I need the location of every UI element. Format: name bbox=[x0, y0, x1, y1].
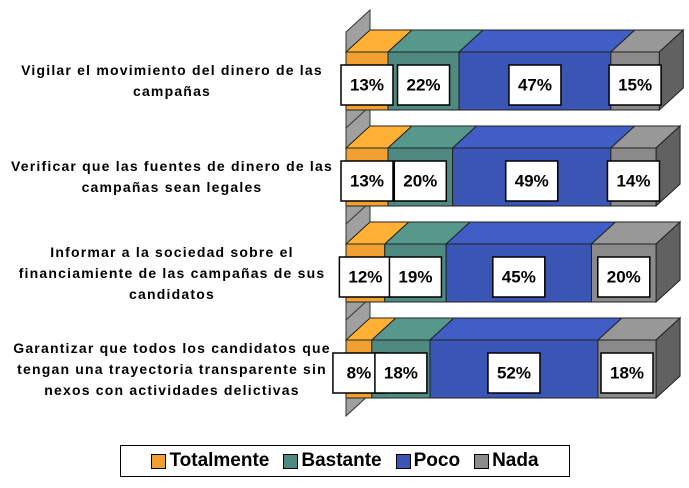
legend-label: Totalmente bbox=[169, 450, 270, 471]
bar-top bbox=[457, 29, 637, 53]
data-label: 14% bbox=[616, 171, 650, 190]
bar-top bbox=[444, 221, 617, 245]
data-label: 12% bbox=[348, 267, 382, 286]
legend-swatch bbox=[395, 453, 411, 469]
legend: Totalmente Bastante Poco Nada bbox=[120, 445, 570, 477]
legend-label: Poco bbox=[413, 450, 461, 471]
legend-swatch bbox=[283, 453, 299, 469]
data-label: 13% bbox=[350, 75, 384, 94]
data-label: 15% bbox=[618, 75, 652, 94]
label-box bbox=[374, 352, 428, 394]
data-label: 18% bbox=[384, 363, 418, 382]
data-label: 52% bbox=[497, 363, 531, 382]
legend-item: Poco bbox=[395, 450, 461, 472]
data-label: 13% bbox=[350, 171, 384, 190]
label-box bbox=[338, 256, 393, 298]
data-label: 20% bbox=[403, 171, 437, 190]
legend-swatch bbox=[151, 453, 167, 469]
label-box bbox=[504, 160, 559, 202]
legend-item: Nada bbox=[474, 450, 539, 472]
category-label: Verificar que las fuentes de dinero de l… bbox=[11, 158, 333, 195]
data-label: 20% bbox=[607, 267, 641, 286]
data-label: 47% bbox=[518, 75, 552, 94]
legend-swatch bbox=[474, 453, 490, 469]
bar-top bbox=[451, 125, 637, 149]
label-box bbox=[393, 160, 448, 202]
category-label: Informar a la sociedad sobre el financia… bbox=[18, 243, 326, 302]
label-box bbox=[340, 64, 394, 106]
legend-label: Bastante bbox=[301, 450, 382, 471]
legend-label: Nada bbox=[492, 450, 539, 471]
label-box bbox=[600, 352, 654, 394]
legend-item: Totalmente bbox=[151, 450, 269, 472]
label-box bbox=[492, 256, 546, 298]
label-box bbox=[340, 160, 394, 202]
chart: 13% 22% 47% 15% 13% 20% 49% 14% 12% 19% 45% 20% 8% 18… bbox=[332, 8, 685, 418]
data-label: 22% bbox=[407, 75, 441, 94]
data-label: 18% bbox=[610, 363, 644, 382]
data-label: 45% bbox=[502, 267, 536, 286]
label-box bbox=[606, 160, 661, 202]
label-box bbox=[608, 64, 662, 106]
label-box bbox=[396, 64, 451, 106]
data-label: 8% bbox=[347, 363, 372, 382]
category-label: Vigilar el movimiento del dinero de las … bbox=[21, 62, 323, 99]
bar-top bbox=[428, 317, 624, 341]
label-box bbox=[597, 256, 651, 298]
label-box bbox=[508, 64, 562, 106]
label-box bbox=[388, 256, 443, 298]
label-box bbox=[487, 352, 541, 394]
data-label: 49% bbox=[515, 171, 549, 190]
legend-item: Bastante bbox=[283, 450, 382, 472]
data-label: 19% bbox=[398, 267, 432, 286]
category-label: Garantizar que todos los candidatos que … bbox=[13, 339, 331, 398]
